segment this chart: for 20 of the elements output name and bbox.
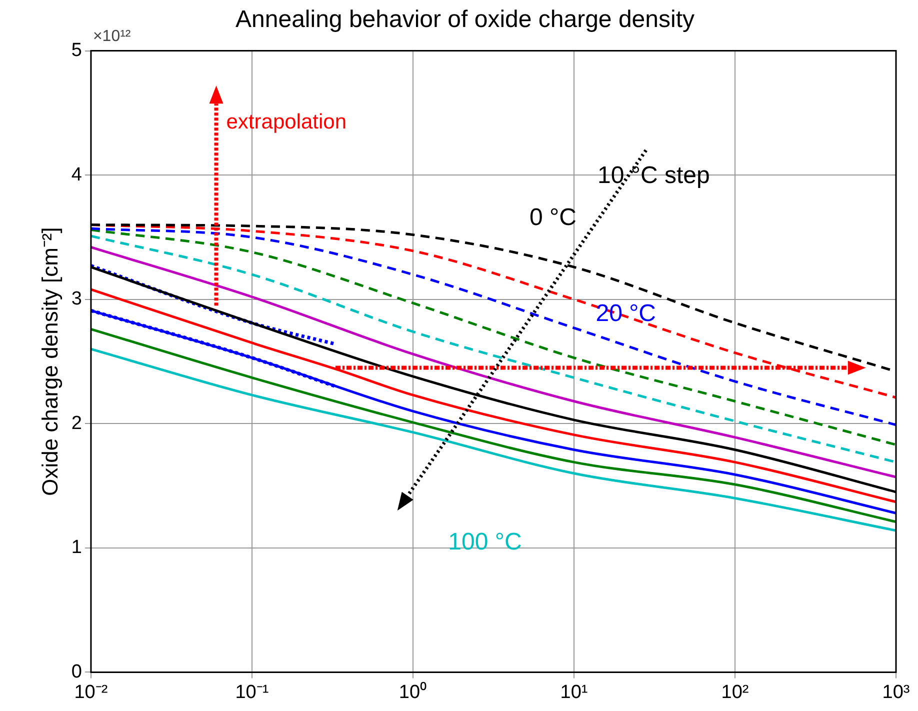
x-tick-label: 10⁻² (74, 682, 108, 703)
x-tick-label: 10⁰ (398, 680, 428, 703)
annotation: 10 °C step (598, 162, 710, 189)
y-tick-label: 4 (71, 164, 82, 186)
x-tick-label: 10² (721, 682, 749, 703)
y-tick-label: 5 (71, 40, 82, 62)
x-tick-label: 10⁻¹ (235, 682, 269, 703)
annotation: 20 °C (596, 300, 656, 327)
text: ×10¹² (92, 28, 132, 46)
y-axis-title: Oxide charge density [cm⁻²] (37, 227, 62, 496)
y-tick-label: 0 (71, 661, 82, 682)
y-tick-label: 2 (71, 412, 82, 434)
y-tick-label: 1 (71, 537, 82, 558)
annotation: 100 °C (448, 528, 522, 556)
x-tick-label: 10³ (882, 682, 910, 703)
annotation: extrapolation (226, 110, 347, 134)
x-tick-label: 10¹ (560, 682, 588, 703)
y-tick-label: 3 (71, 288, 82, 310)
chart-title: Annealing behavior of oxide charge density (236, 6, 694, 34)
annotation: 0 °C (529, 204, 576, 232)
